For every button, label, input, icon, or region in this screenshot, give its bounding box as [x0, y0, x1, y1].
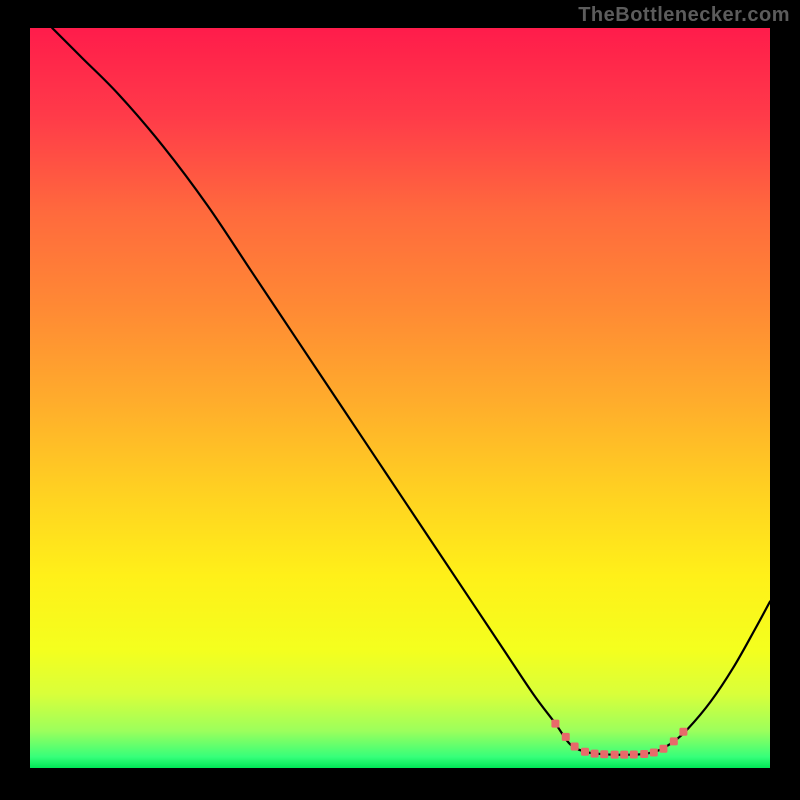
chart-frame: TheBottlenecker.com — [0, 0, 800, 800]
marker-point — [630, 751, 638, 759]
marker-point — [659, 745, 667, 753]
marker-point — [571, 743, 579, 751]
gradient-background — [30, 28, 770, 768]
marker-point — [591, 750, 599, 758]
marker-point — [670, 737, 678, 745]
marker-point — [551, 720, 559, 728]
marker-point — [679, 728, 687, 736]
marker-point — [620, 751, 628, 759]
marker-point — [611, 751, 619, 759]
plot-area — [30, 28, 770, 768]
marker-point — [640, 750, 648, 758]
marker-point — [600, 750, 608, 758]
watermark-text: TheBottlenecker.com — [578, 4, 790, 27]
marker-point — [581, 748, 589, 756]
marker-point — [562, 733, 570, 741]
marker-point — [650, 748, 658, 756]
chart-svg — [30, 28, 770, 768]
